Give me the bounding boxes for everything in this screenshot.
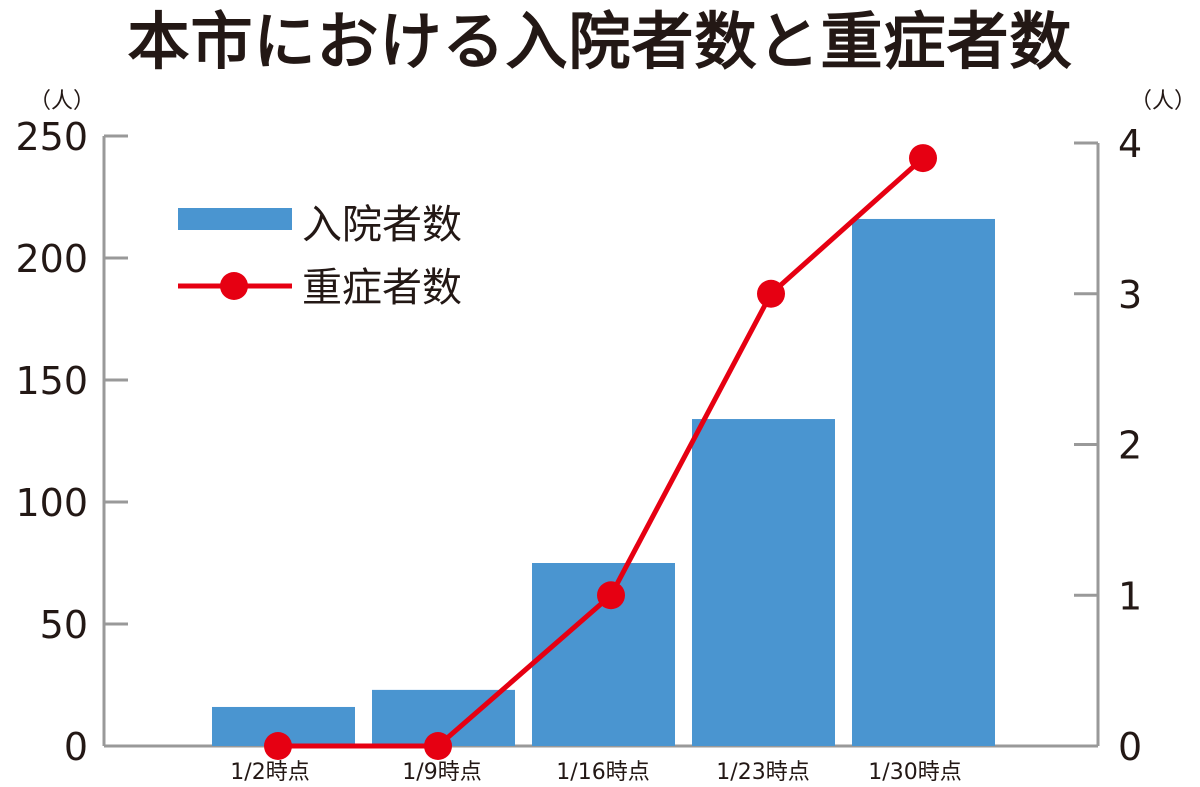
y-left-tick-label: 150 — [15, 359, 88, 403]
line-point-2 — [424, 732, 452, 760]
legend-swatch-bar — [178, 208, 292, 230]
y-right-tick-label: 1 — [1118, 574, 1142, 618]
line-point-3 — [597, 581, 625, 610]
y-right-tick-label: 2 — [1118, 424, 1142, 468]
bar-4 — [692, 419, 835, 746]
legend-label-line: 重症者数 — [302, 265, 462, 311]
y-right-unit: （人） — [1130, 89, 1196, 114]
chart-title: 本市における入院者数と重症者数 — [127, 5, 1073, 78]
bar-5 — [852, 218, 995, 746]
bars-layer — [212, 218, 995, 746]
y-right-tick-label: 0 — [1118, 725, 1142, 769]
legend-swatch-marker — [220, 272, 248, 300]
y-right-tick-label: 4 — [1118, 122, 1142, 166]
y-left-unit: （人） — [29, 89, 95, 114]
x-tick-label: 1/2時点 — [230, 760, 309, 785]
y-right-tick-label: 3 — [1118, 273, 1142, 317]
y-left-tick-label: 0 — [64, 725, 88, 769]
line-point-1 — [264, 732, 292, 760]
line-layer — [264, 144, 937, 760]
y-left-tick-label: 250 — [15, 115, 88, 159]
y-left-tick-label: 200 — [15, 237, 88, 281]
x-tick-label: 1/30時点 — [868, 760, 961, 785]
line-point-4 — [757, 279, 785, 308]
x-tick-label: 1/9時点 — [402, 760, 481, 785]
line-point-5 — [909, 144, 937, 173]
y-left-tick-label: 100 — [15, 481, 88, 525]
y-left-tick-label: 50 — [40, 603, 88, 647]
legend-label-bar: 入院者数 — [302, 202, 462, 248]
x-tick-label: 1/16時点 — [556, 760, 649, 785]
x-tick-label: 1/23時点 — [716, 760, 809, 785]
